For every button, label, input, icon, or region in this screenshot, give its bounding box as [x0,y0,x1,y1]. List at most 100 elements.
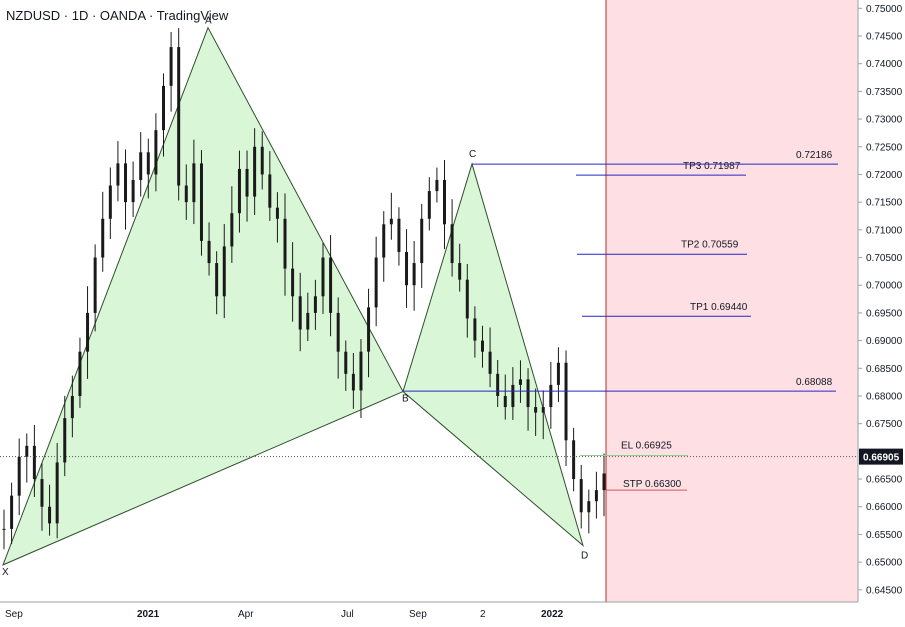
pattern-point-b: B [402,394,409,405]
y-tick-label: 0.70000 [866,281,903,292]
x-tick-label: 2 [480,609,486,620]
y-tick-label: 0.66500 [866,475,903,486]
candle-body [298,296,302,330]
candle-body [450,224,454,264]
x-tick-label: 2021 [137,609,160,620]
candle-body [374,257,378,308]
candle-body [579,479,583,513]
candle-body [237,168,241,214]
y-tick-label: 0.74000 [866,59,903,70]
y-tick-label: 0.75000 [866,4,903,15]
candle-body [405,251,409,286]
y-tick-label: 0.65500 [866,530,903,541]
candle-body [230,213,234,247]
candle-body [260,146,264,175]
candle-body [245,168,249,197]
candle-body [268,174,272,208]
candle-body [465,279,469,319]
level-label-tp3: TP3 0.71987 [683,161,741,172]
candle-body [382,224,386,258]
candle-body [161,85,165,131]
candle-body [10,495,14,529]
candle-body [329,257,333,313]
projection-zone [606,0,858,602]
candle-body [511,384,515,408]
candle-body [359,351,363,391]
candle-body [275,207,279,219]
candle-body [17,456,21,496]
pattern-triangle-xab [2,26,404,566]
candle-body [427,191,431,219]
candle-body [420,218,424,264]
candle-body [93,257,97,313]
candle-body [116,163,120,186]
y-tick-label: 0.73500 [866,87,903,98]
candle-body [101,218,105,258]
x-tick-label: Sep [409,609,427,620]
current-price-badge [859,448,903,465]
candle-body [184,185,188,203]
candle-body [192,163,196,203]
candle-body [78,351,82,396]
candle-body [124,163,128,203]
candle-body [321,257,325,297]
candle-body [63,418,67,463]
candle-body [25,445,29,457]
candle-body [587,501,591,513]
candle-body [351,373,355,391]
y-tick-label: 0.66000 [866,502,903,513]
candle-body [2,528,6,530]
candle-body [70,395,74,419]
level-label-stp: STP 0.66300 [623,479,682,490]
pattern-point-d: D [581,551,588,562]
y-tick-label: 0.74500 [866,31,903,42]
x-tick-label: Jul [341,609,354,620]
candle-body [169,47,173,86]
x-tick-label: 2022 [541,609,564,620]
candle-body [564,362,568,441]
chart-title: NZDUSD · 1D · OANDA · TradingView [6,8,229,23]
candle-body [496,373,500,396]
level-label-c-level: 0.72186 [796,150,833,161]
candle-body [435,179,439,192]
y-tick-label: 0.72000 [866,170,903,181]
candle-body [534,407,538,413]
candle-body [458,263,462,280]
candle-body [108,185,112,219]
y-tick-label: 0.65000 [866,558,903,569]
y-tick-label: 0.69000 [866,336,903,347]
candle-body [283,218,287,269]
y-tick-label: 0.68000 [866,391,903,402]
y-tick-label: 0.67500 [866,419,903,430]
candle-body [139,152,143,180]
candle-body [541,407,545,413]
candle-body [313,296,317,313]
y-tick-label: 0.73000 [866,115,903,126]
candle-body [602,473,606,491]
level-label-tp1: TP1 0.69440 [690,302,748,313]
y-tick-label: 0.68500 [866,364,903,375]
candle-body [32,445,36,480]
candles-layer [2,28,606,550]
candle-body [146,152,150,175]
current-price-label: 0.66905 [863,453,900,464]
candle-body [518,379,522,385]
candle-body [222,246,226,297]
y-tick-label: 0.71500 [866,198,903,209]
candle-body [367,307,371,352]
candle-body [473,318,477,341]
candle-body [549,384,553,408]
y-tick-label: 0.72500 [866,142,903,153]
candle-body [199,163,203,241]
target-zone-layer [605,0,858,602]
candle-body [177,47,181,186]
candle-body [412,263,416,286]
y-tick-label: 0.71000 [866,225,903,236]
x-tick-label: Apr [238,609,254,620]
candle-body [389,218,393,225]
candle-body [443,179,447,225]
pattern-point-c: C [469,149,476,160]
candle-body [131,179,135,203]
